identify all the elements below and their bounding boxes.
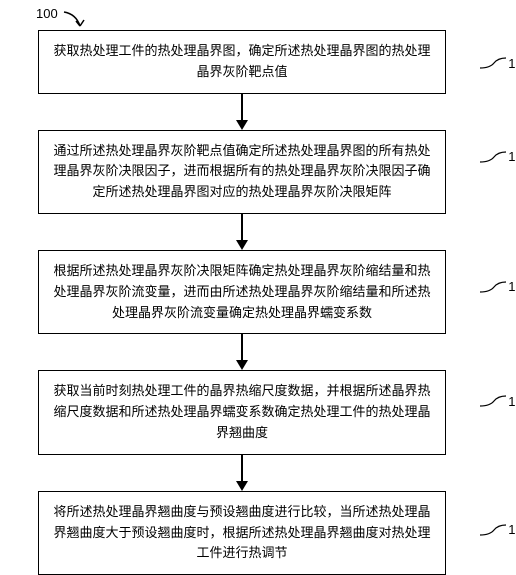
step-number-105: 105 — [508, 522, 516, 537]
arrow-down-icon — [38, 94, 446, 130]
connector-curve-icon — [480, 148, 506, 166]
step-box-102: 通过所述热处理晶界灰阶靶点值确定所述热处理晶界图的所有热处理晶界灰阶决限因子，进… — [38, 130, 446, 214]
connector-curve-icon — [480, 278, 506, 296]
step-label-wrapper-102: 102 — [480, 148, 516, 166]
step-wrapper-105: 将所述热处理晶界翘曲度与预设翘曲度进行比较，当所述热处理晶界翘曲度大于预设翘曲度… — [28, 491, 488, 575]
step-number-104: 104 — [508, 394, 516, 409]
connector-curve-icon — [480, 521, 506, 539]
step-number-102: 102 — [508, 149, 516, 164]
step-wrapper-104: 获取当前时刻热处理工件的晶界热缩尺度数据，并根据所述晶界热缩尺度数据和所述热处理… — [28, 370, 488, 454]
step-label-wrapper-101: 101 — [480, 54, 516, 72]
step-label-wrapper-105: 105 — [480, 521, 516, 539]
step-box-104: 获取当前时刻热处理工件的晶界热缩尺度数据，并根据所述晶界热缩尺度数据和所述热处理… — [38, 370, 446, 454]
step-label-wrapper-103: 103 — [480, 278, 516, 296]
step-label-wrapper-104: 104 — [480, 392, 516, 410]
step-number-101: 101 — [508, 56, 516, 71]
arrow-down-icon — [38, 214, 446, 250]
step-wrapper-102: 通过所述热处理晶界灰阶靶点值确定所述热处理晶界图的所有热处理晶界灰阶决限因子，进… — [28, 130, 488, 214]
step-wrapper-101: 获取热处理工件的热处理晶界图，确定所述热处理晶界图的热处理晶界灰阶靶点值101 — [28, 30, 488, 94]
connector-curve-icon — [480, 54, 506, 72]
step-box-105: 将所述热处理晶界翘曲度与预设翘曲度进行比较，当所述热处理晶界翘曲度大于预设翘曲度… — [38, 491, 446, 575]
step-box-101: 获取热处理工件的热处理晶界图，确定所述热处理晶界图的热处理晶界灰阶靶点值 — [38, 30, 446, 94]
connector-curve-icon — [480, 392, 506, 410]
step-wrapper-103: 根据所述热处理晶界灰阶决限矩阵确定热处理晶界灰阶缩结量和热处理晶界灰阶流变量，进… — [28, 250, 488, 334]
arrow-down-icon — [38, 334, 446, 370]
flowchart-container: 获取热处理工件的热处理晶界图，确定所述热处理晶界图的热处理晶界灰阶靶点值101 通… — [28, 8, 488, 575]
step-number-103: 103 — [508, 279, 516, 294]
arrow-down-icon — [38, 455, 446, 491]
step-box-103: 根据所述热处理晶界灰阶决限矩阵确定热处理晶界灰阶缩结量和热处理晶界灰阶流变量，进… — [38, 250, 446, 334]
